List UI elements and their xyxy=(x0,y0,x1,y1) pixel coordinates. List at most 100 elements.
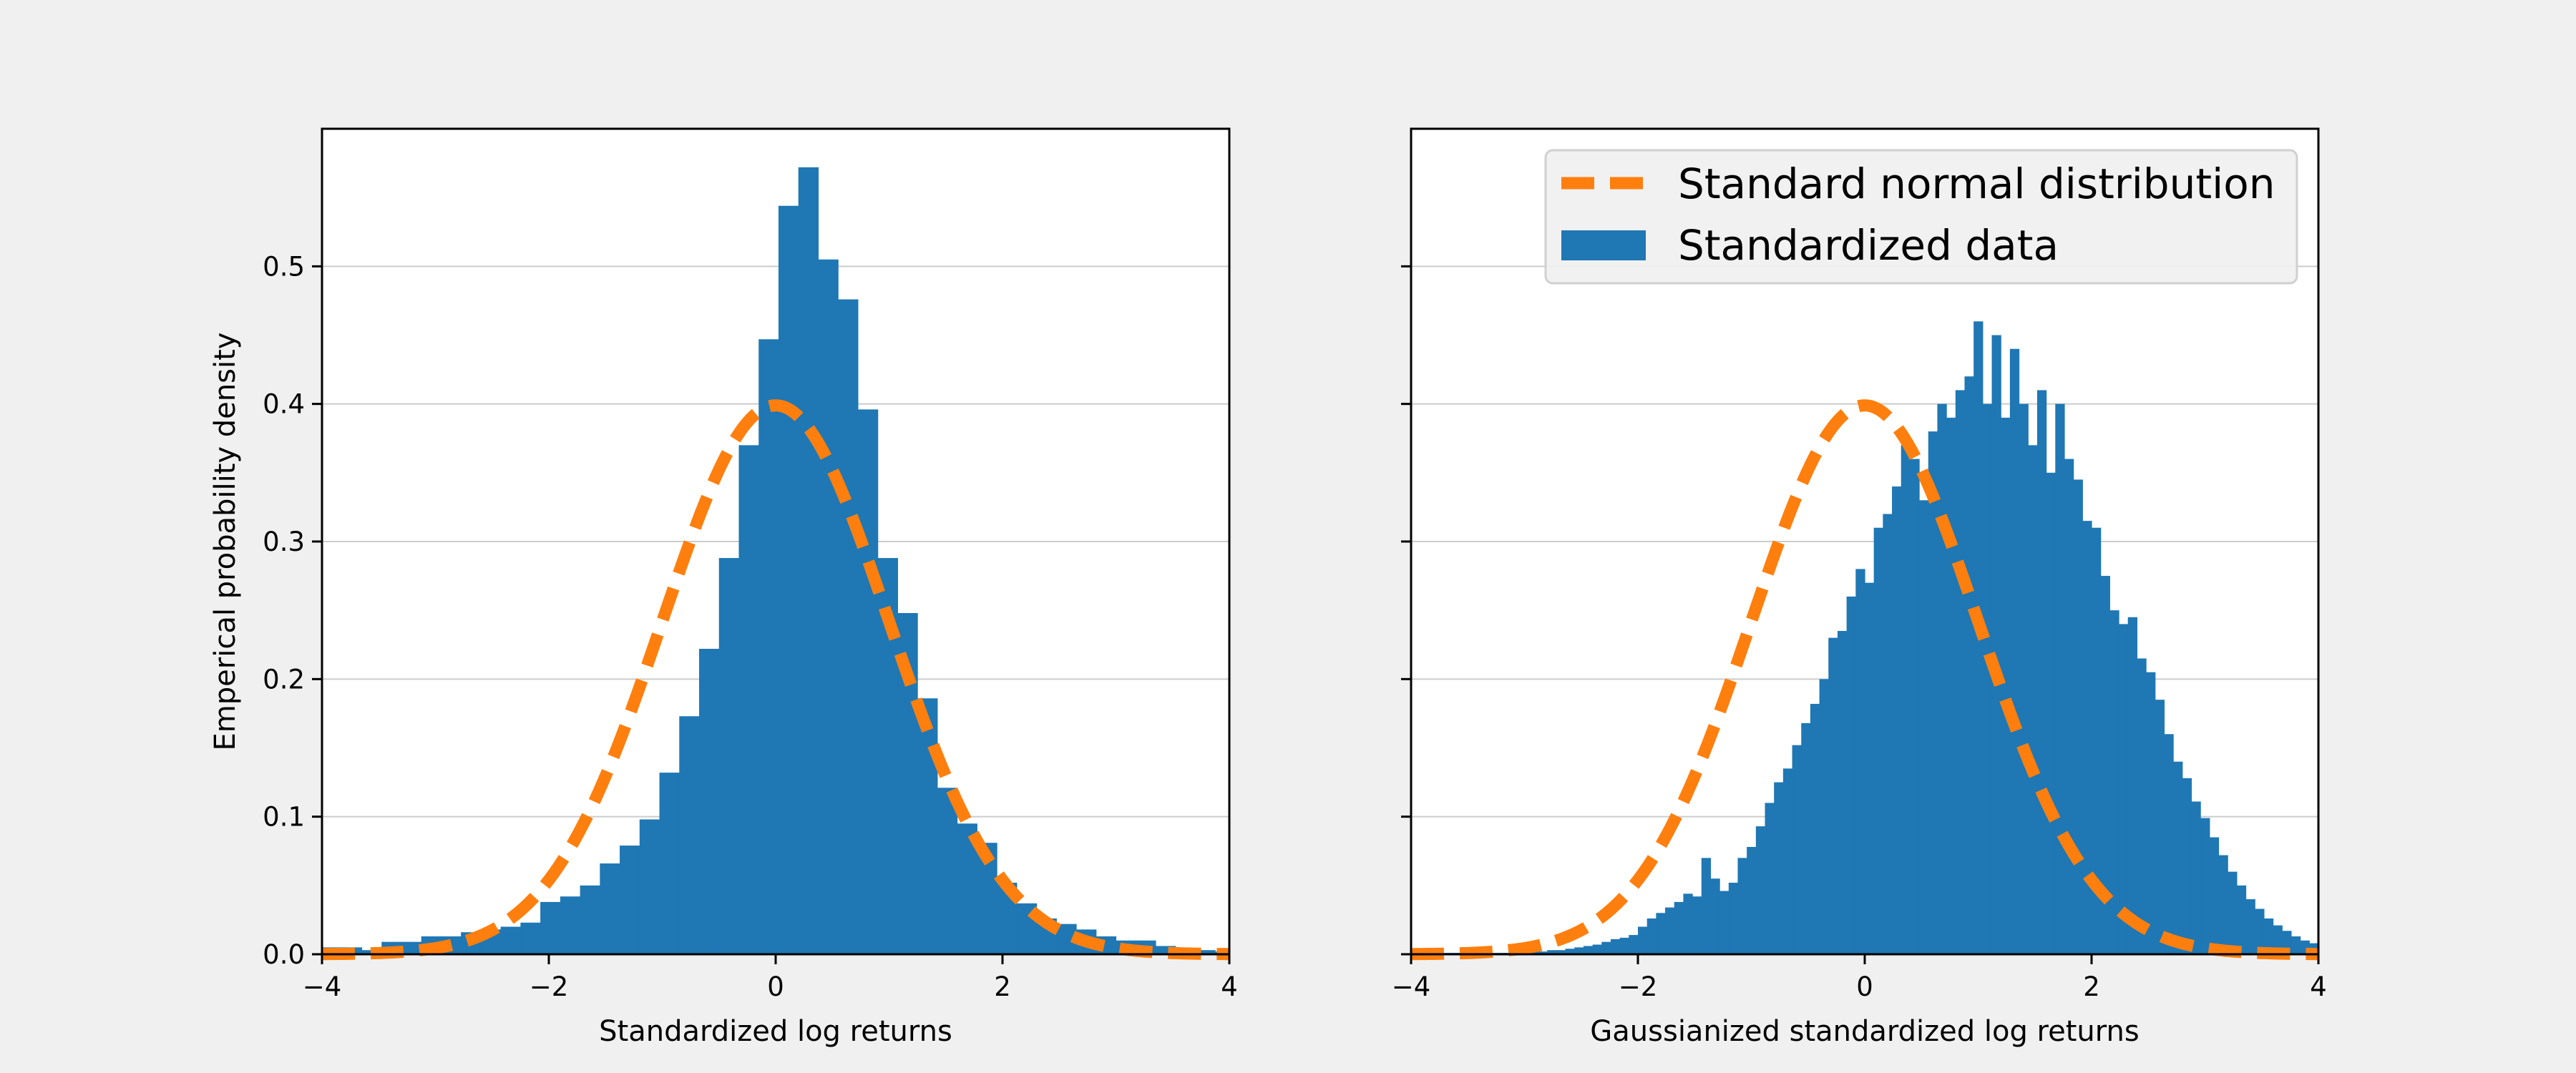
x-tick-label: −2 xyxy=(530,971,569,1002)
histogram-bar xyxy=(1701,858,1712,954)
histogram-bar xyxy=(1538,951,1548,954)
histogram-bar xyxy=(1901,445,1911,954)
x-tick-label: −4 xyxy=(303,971,342,1002)
histogram-bar xyxy=(540,901,561,954)
histogram-bar xyxy=(1937,403,1947,954)
histogram-bar xyxy=(1819,679,1829,954)
histogram-bar xyxy=(818,259,839,954)
histogram-bar xyxy=(2209,837,2220,954)
histogram-bar xyxy=(1755,826,1766,954)
histogram-bar xyxy=(1828,637,1838,954)
histogram-bar xyxy=(1883,514,1893,954)
histogram-bar xyxy=(758,339,779,954)
histogram-bar xyxy=(1556,950,1566,954)
histogram-bar xyxy=(1946,417,1956,954)
histogram-bar xyxy=(2009,348,2020,954)
histogram-bar xyxy=(937,788,958,954)
histogram-bar xyxy=(1565,949,1575,954)
histogram-bar xyxy=(1747,846,1757,954)
histogram-bar xyxy=(1155,946,1176,954)
histogram-bar xyxy=(1964,376,1974,954)
histogram-bar xyxy=(639,819,660,954)
histogram-bar xyxy=(2082,521,2092,954)
histogram-bar xyxy=(1801,722,1811,954)
y-tick-label: 0.3 xyxy=(263,526,305,557)
x-tick-label: 2 xyxy=(2083,971,2100,1002)
histogram-bar xyxy=(1991,335,2001,954)
histogram-bar xyxy=(1619,937,1629,954)
legend: Standard normal distribution Standardized… xyxy=(1544,149,2298,285)
legend-bar-swatch xyxy=(1561,230,1646,260)
histogram-bar xyxy=(1574,947,1584,954)
histogram-bar xyxy=(1873,527,1883,954)
histogram-bar xyxy=(2036,390,2047,954)
histogram-bar xyxy=(1982,403,1993,954)
histogram-bar xyxy=(1728,882,1739,954)
histogram-bar xyxy=(2245,899,2255,954)
x-axis-label: Gaussianized standardized log returns xyxy=(1590,1015,2139,1048)
histogram-bar xyxy=(659,773,680,954)
histogram-bar xyxy=(778,205,799,954)
histogram-bar xyxy=(2164,734,2174,954)
y-tick-label: 0.0 xyxy=(263,939,305,970)
histogram-bar xyxy=(2182,778,2192,954)
histogram-bar xyxy=(1610,939,1621,954)
histogram-bar xyxy=(1629,935,1639,954)
histogram-bar xyxy=(2191,801,2201,954)
histogram-bar xyxy=(2200,818,2210,954)
histogram-bar xyxy=(620,846,640,954)
histogram-bar xyxy=(2146,672,2156,954)
histogram-bar xyxy=(1865,582,1875,954)
histogram-bar xyxy=(1528,951,1539,954)
x-tick-label: 0 xyxy=(1856,971,1873,1002)
histogram-bar xyxy=(718,558,740,954)
x-tick-label: 2 xyxy=(994,971,1011,1002)
histogram-bar xyxy=(1592,944,1602,954)
left-histogram-panel: −4 −2 0 2 4 0.0 0.1 0.2 0.3 0.4 0.5 Standardized lo… xyxy=(209,127,1238,1048)
histogram-bar xyxy=(1195,950,1216,954)
histogram-bar xyxy=(2263,918,2274,954)
histogram-bar xyxy=(2255,908,2265,954)
histogram-bar xyxy=(838,299,859,954)
histogram-bar xyxy=(798,167,819,955)
y-tick-label: 0.5 xyxy=(263,251,305,282)
y-tick-label: 0.4 xyxy=(263,389,305,420)
histogram-bar xyxy=(2073,479,2083,954)
histogram-bar xyxy=(1547,950,1557,954)
y-tick-label: 0.1 xyxy=(263,802,305,833)
histogram-bar xyxy=(1665,907,1675,954)
histogram-bar xyxy=(1955,390,1966,954)
normal-curve xyxy=(1410,399,2319,961)
histogram-bar xyxy=(857,409,879,954)
histogram-bar xyxy=(2236,885,2247,954)
legend-label-data: Standardized data xyxy=(1678,221,2059,270)
legend-box xyxy=(1544,149,2298,285)
y-tick-label: 0.2 xyxy=(263,664,305,695)
histogram-bar xyxy=(1919,500,1929,954)
histogram-bar xyxy=(699,649,720,954)
y-axis-label: Emperical probability density xyxy=(209,333,242,751)
histogram-bar xyxy=(2019,403,2029,954)
histogram-bar xyxy=(2109,610,2119,954)
histogram-bar xyxy=(1601,941,1611,954)
x-tick-label: 4 xyxy=(2310,971,2327,1002)
histogram-bar xyxy=(738,445,759,954)
histogram-bar xyxy=(520,922,541,954)
histogram-bar xyxy=(1846,596,1856,954)
histogram-bar xyxy=(1774,782,1784,954)
histogram-bar xyxy=(1710,878,1720,954)
histogram-bar xyxy=(580,885,600,954)
histogram-bar xyxy=(2155,700,2165,954)
x-axis-label: Standardized log returns xyxy=(599,1015,952,1048)
histogram-bar xyxy=(600,863,620,954)
normal-curve xyxy=(321,399,1230,961)
histogram-bar xyxy=(2119,624,2129,954)
x-tick-label: 0 xyxy=(767,971,784,1002)
histogram-bar xyxy=(1792,745,1802,954)
x-tick-label: 4 xyxy=(1221,971,1238,1002)
histogram-bar xyxy=(2100,576,2110,954)
histogram-bar xyxy=(2001,417,2011,954)
histogram-bar xyxy=(2290,936,2301,954)
x-tick-label: −4 xyxy=(1392,971,1431,1002)
